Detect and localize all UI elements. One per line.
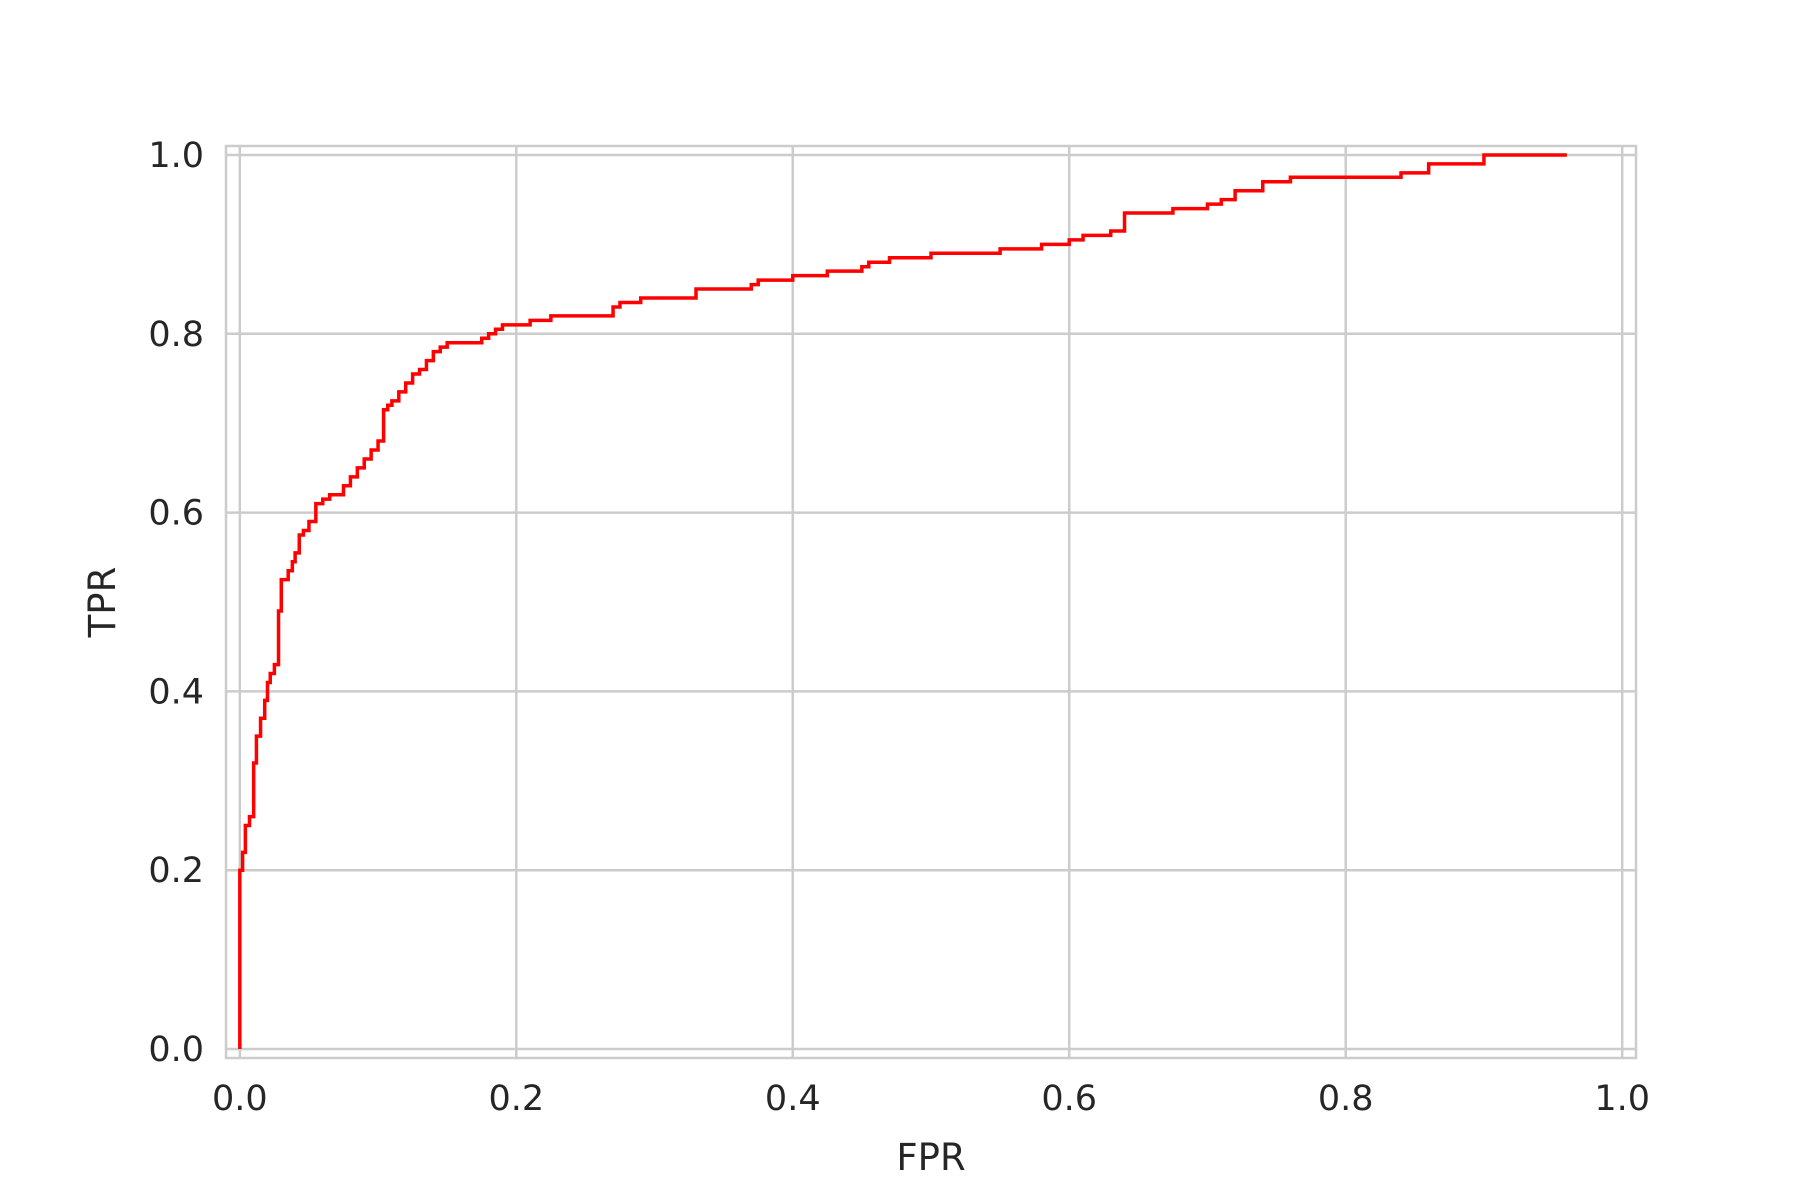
x-tick-label: 0.4 <box>765 1079 821 1119</box>
x-tick-label: 0.6 <box>1041 1079 1097 1119</box>
y-tick-label: 0.8 <box>148 315 204 355</box>
x-axis-label: FPR <box>896 1136 965 1179</box>
x-tick-label: 0.2 <box>488 1079 544 1119</box>
y-axis-ticks: 0.0 0.2 0.4 0.6 0.8 1.0 <box>148 136 204 1070</box>
x-axis-ticks: 0.0 0.2 0.4 0.6 0.8 1.0 <box>212 1079 1650 1119</box>
y-tick-label: 0.6 <box>148 494 204 534</box>
y-tick-label: 0.2 <box>148 851 204 891</box>
y-tick-label: 0.4 <box>148 672 204 712</box>
x-tick-label: 0.8 <box>1318 1079 1374 1119</box>
y-tick-label: 1.0 <box>148 136 204 176</box>
y-axis-label: TPR <box>81 567 124 639</box>
plot-frame <box>224 144 1638 1060</box>
roc-curve-line <box>238 153 1567 1050</box>
x-tick-label: 0.0 <box>212 1079 268 1119</box>
x-tick-label: 1.0 <box>1594 1079 1650 1119</box>
y-tick-label: 0.0 <box>148 1030 204 1070</box>
grid <box>226 146 1636 1058</box>
